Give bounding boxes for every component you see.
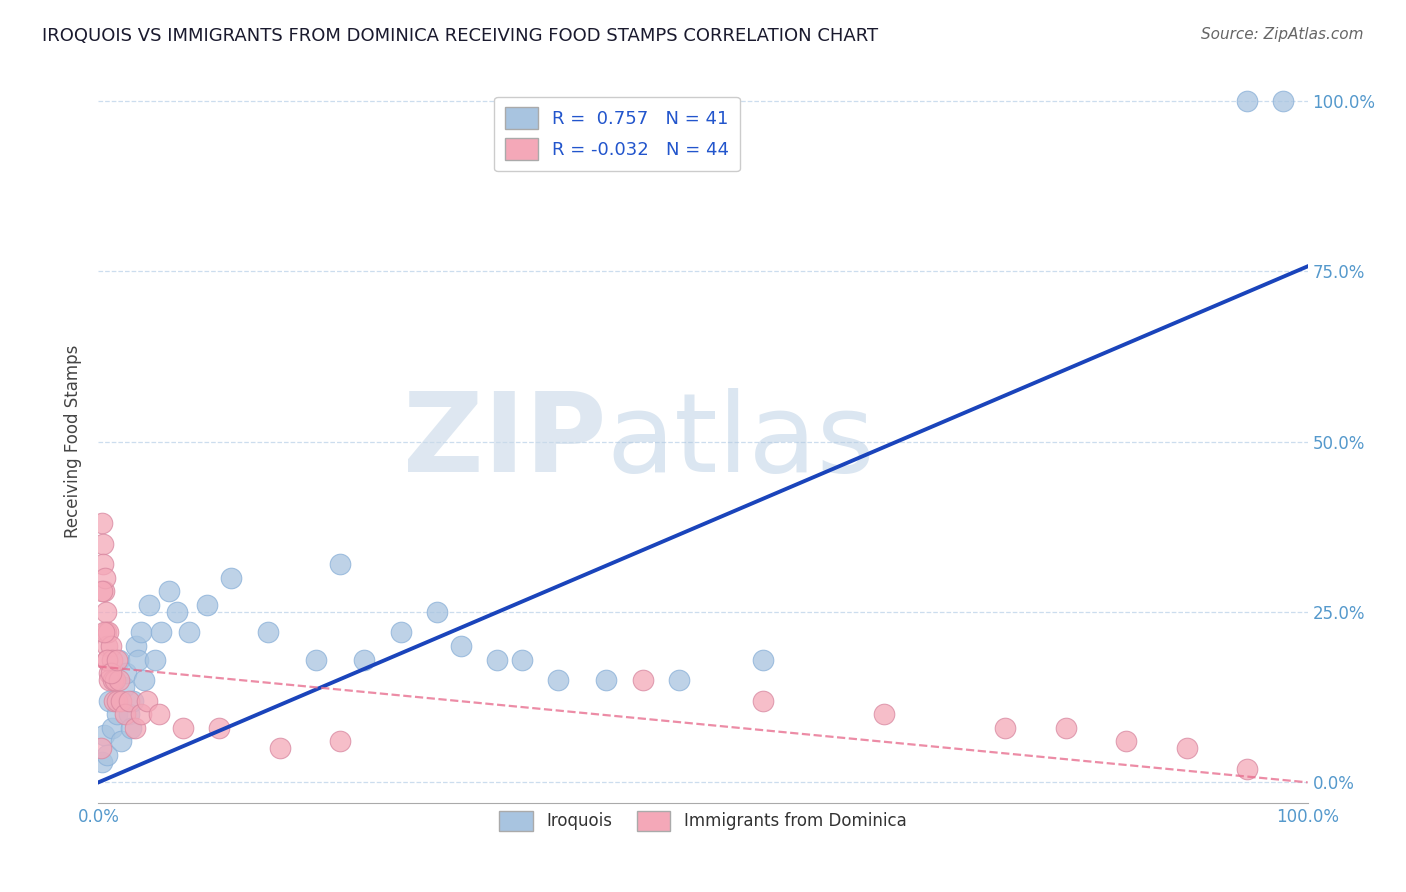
Point: [595, 673, 617, 687]
Point: [166, 605, 188, 619]
Text: Source: ZipAtlas.com: Source: ZipAtlas.com: [1201, 27, 1364, 42]
Point: [389, 625, 412, 640]
Point: [91, 537, 114, 551]
Point: [426, 605, 449, 619]
Point: [129, 707, 152, 722]
Point: [353, 653, 375, 667]
Point: [96, 625, 118, 640]
Point: [134, 673, 156, 687]
Point: [96, 639, 118, 653]
Point: [105, 693, 128, 707]
Point: [93, 728, 115, 742]
Point: [97, 625, 120, 640]
Legend: Iroquois, Immigrants from Dominica: Iroquois, Immigrants from Dominica: [492, 805, 914, 838]
Point: [112, 680, 135, 694]
Point: [110, 734, 132, 748]
Point: [1236, 762, 1258, 776]
Point: [103, 693, 125, 707]
Point: [752, 693, 775, 707]
Point: [115, 666, 138, 681]
Point: [97, 666, 120, 681]
Point: [143, 653, 166, 667]
Point: [138, 598, 160, 612]
Point: [91, 516, 114, 531]
Point: [172, 721, 194, 735]
Point: [547, 673, 569, 687]
Point: [100, 666, 122, 681]
Point: [157, 584, 180, 599]
Point: [96, 653, 118, 667]
Point: [93, 584, 115, 599]
Point: [195, 598, 218, 612]
Point: [98, 693, 121, 707]
Point: [450, 639, 472, 653]
Point: [1115, 734, 1137, 748]
Point: [179, 625, 201, 640]
Point: [256, 625, 278, 640]
Point: [110, 693, 132, 707]
Point: [96, 653, 118, 667]
Point: [1175, 741, 1198, 756]
Point: [94, 571, 117, 585]
Point: [329, 558, 352, 572]
Point: [221, 571, 243, 585]
Point: [510, 653, 533, 667]
Point: [90, 741, 112, 756]
Point: [91, 584, 114, 599]
Point: [118, 693, 141, 707]
Text: atlas: atlas: [606, 388, 875, 495]
Point: [752, 653, 775, 667]
Point: [305, 653, 328, 667]
Point: [994, 721, 1017, 735]
Point: [208, 721, 231, 735]
Point: [100, 639, 122, 653]
Point: [108, 673, 131, 687]
Point: [96, 748, 118, 763]
Point: [122, 693, 145, 707]
Point: [103, 673, 125, 687]
Text: IROQUOIS VS IMMIGRANTS FROM DOMINICA RECEIVING FOOD STAMPS CORRELATION CHART: IROQUOIS VS IMMIGRANTS FROM DOMINICA REC…: [42, 27, 879, 45]
Point: [101, 673, 124, 687]
Point: [98, 673, 121, 687]
Y-axis label: Receiving Food Stamps: Receiving Food Stamps: [65, 345, 83, 538]
Point: [124, 721, 146, 735]
Point: [94, 605, 117, 619]
Point: [1236, 94, 1258, 108]
Point: [329, 734, 352, 748]
Point: [125, 639, 148, 653]
Point: [118, 707, 141, 722]
Point: [269, 741, 291, 756]
Point: [105, 653, 128, 667]
Point: [668, 673, 690, 687]
Point: [104, 673, 127, 687]
Point: [91, 558, 114, 572]
Point: [135, 693, 157, 707]
Point: [873, 707, 896, 722]
Point: [148, 707, 170, 722]
Point: [1272, 94, 1295, 108]
Point: [1054, 721, 1077, 735]
Point: [100, 653, 122, 667]
Point: [150, 625, 173, 640]
Point: [631, 673, 654, 687]
Text: ZIP: ZIP: [404, 388, 606, 495]
Point: [105, 707, 128, 722]
Point: [486, 653, 509, 667]
Point: [127, 653, 149, 667]
Point: [100, 721, 122, 735]
Point: [93, 625, 115, 640]
Point: [120, 721, 142, 735]
Point: [108, 653, 131, 667]
Point: [91, 755, 114, 769]
Point: [114, 707, 136, 722]
Point: [129, 625, 152, 640]
